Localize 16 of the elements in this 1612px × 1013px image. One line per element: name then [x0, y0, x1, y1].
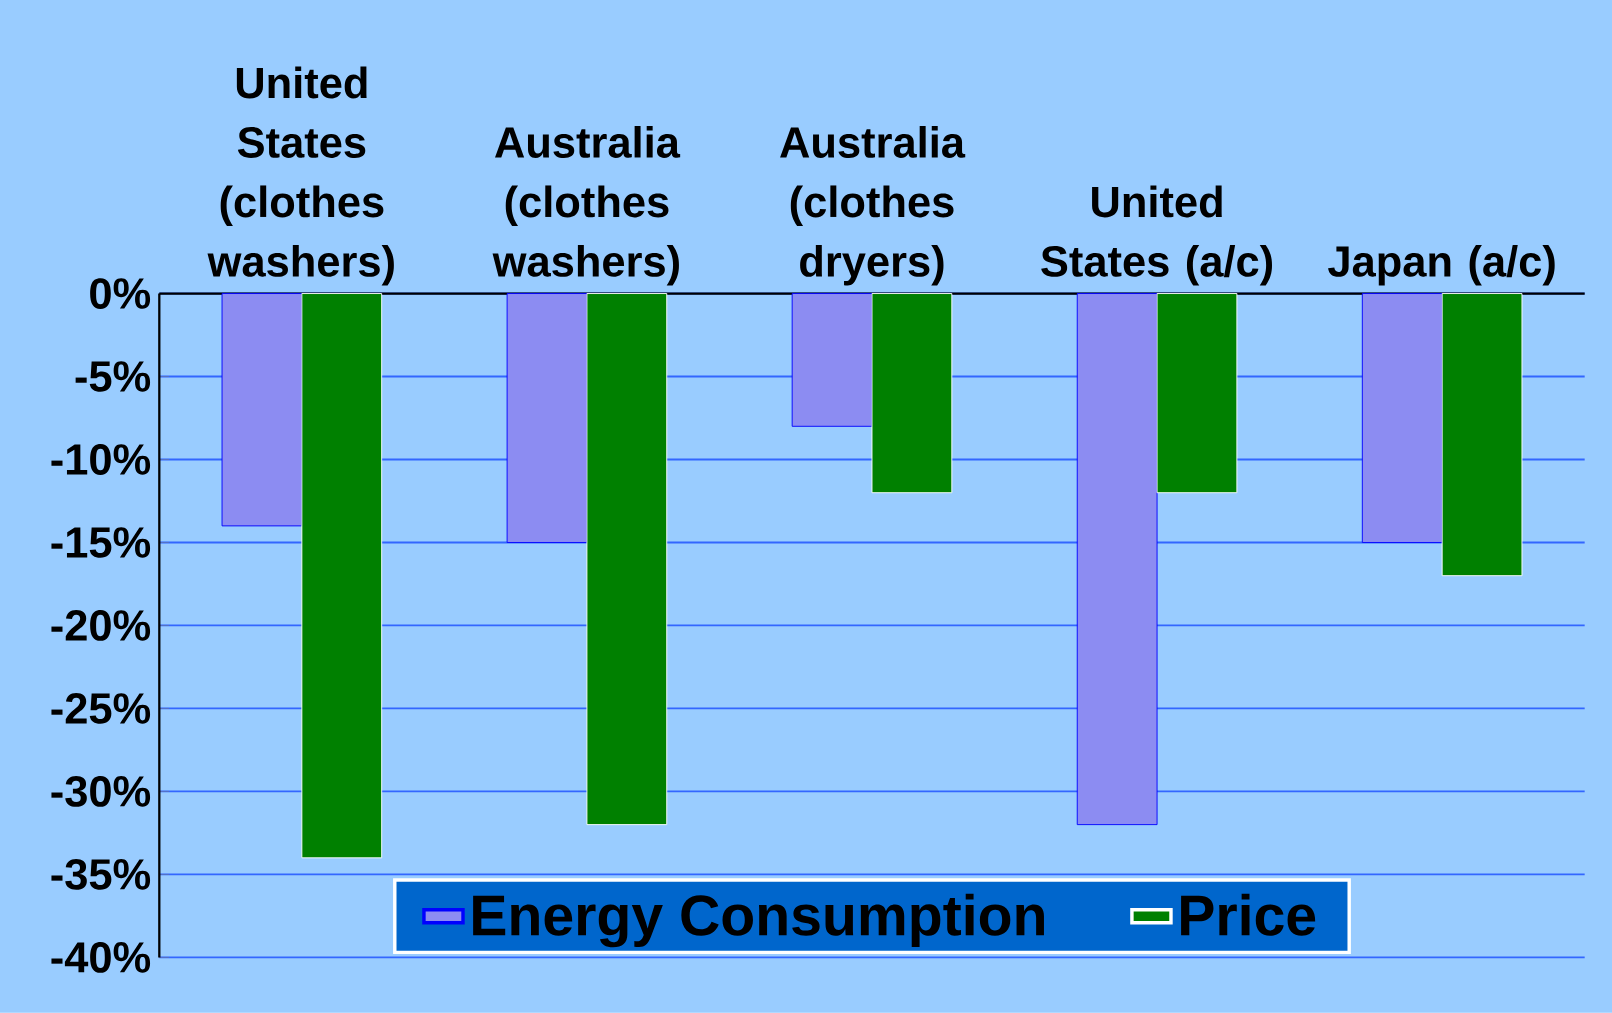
x-tick-label: United States (clothes washers): [207, 66, 394, 286]
y-tick-label: -20%: [51, 610, 151, 641]
y-tick-label: -40%: [51, 942, 151, 973]
x-tick-label: Australia (clothes washers): [492, 126, 681, 286]
y-tick-label: -5%: [75, 361, 151, 392]
y-tick-label: -35%: [51, 859, 151, 890]
legend-label: Energy Consumption: [473, 893, 1044, 948]
x-tick-label: United States (a/c): [1041, 185, 1272, 286]
y-tick-label: -10%: [51, 444, 151, 476]
y-tick-label: 0%: [90, 278, 151, 310]
x-tick-label: Australia (clothes dryers): [780, 126, 966, 286]
legend-label: Price: [1181, 893, 1316, 936]
y-tick-label: -30%: [51, 776, 151, 807]
y-tick-label: -15%: [51, 527, 151, 558]
y-tick-label: -25%: [51, 693, 151, 724]
x-tick-label: Japan (a/c): [1328, 245, 1555, 286]
